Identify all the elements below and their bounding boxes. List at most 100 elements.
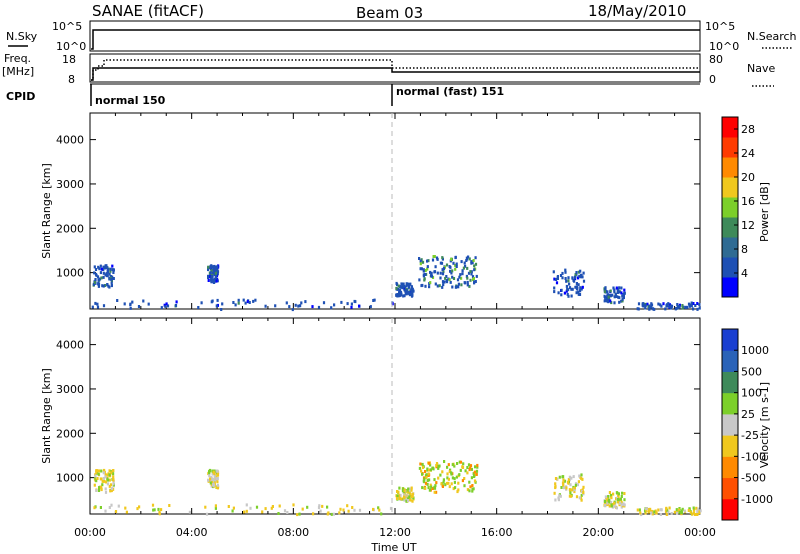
data-cell bbox=[407, 497, 410, 501]
data-cell bbox=[97, 469, 100, 473]
data-cell bbox=[677, 508, 681, 512]
data-cell bbox=[403, 498, 406, 502]
data-cell bbox=[397, 490, 400, 494]
data-cell bbox=[464, 264, 467, 268]
data-cell bbox=[332, 512, 335, 516]
data-cell bbox=[578, 274, 581, 278]
data-cell bbox=[476, 465, 479, 469]
data-cell bbox=[650, 302, 653, 306]
data-cell bbox=[216, 265, 219, 269]
data-cell bbox=[105, 264, 108, 268]
data-cell bbox=[410, 494, 413, 498]
data-cell bbox=[466, 280, 469, 284]
data-cell bbox=[468, 257, 471, 261]
freq-unit-label: [MHz] bbox=[2, 65, 34, 78]
data-cell bbox=[464, 281, 467, 285]
colorbar-tick-label: -25 bbox=[741, 429, 759, 442]
data-cell bbox=[102, 271, 105, 275]
data-cell bbox=[207, 276, 210, 279]
data-cell bbox=[459, 460, 463, 464]
data-cell bbox=[686, 305, 689, 309]
data-cell bbox=[571, 276, 574, 280]
data-cell bbox=[322, 301, 326, 305]
data-cell bbox=[96, 477, 99, 480]
data-cell bbox=[695, 506, 698, 510]
data-cell bbox=[453, 464, 456, 468]
data-cell bbox=[469, 464, 473, 468]
data-cell bbox=[622, 502, 625, 506]
data-cell bbox=[398, 494, 401, 498]
colorbar-tick-label: 1000 bbox=[741, 344, 769, 357]
data-cell bbox=[200, 301, 203, 305]
data-cell bbox=[213, 481, 216, 485]
data-cell bbox=[425, 473, 428, 477]
freq-tick-bottom: 8 bbox=[68, 73, 75, 86]
data-cell bbox=[232, 506, 235, 510]
data-cell bbox=[646, 302, 649, 306]
data-cell bbox=[441, 470, 444, 474]
colorbar-swatch bbox=[722, 435, 738, 457]
data-cell bbox=[678, 305, 681, 309]
data-cell bbox=[210, 483, 213, 487]
data-cell bbox=[422, 269, 425, 273]
data-cell bbox=[210, 275, 214, 279]
data-cell bbox=[456, 462, 459, 465]
data-cell bbox=[553, 286, 556, 290]
data-cell bbox=[215, 268, 219, 272]
data-cell bbox=[237, 301, 240, 305]
data-cell bbox=[438, 464, 441, 468]
data-cell bbox=[458, 275, 461, 279]
data-cell bbox=[681, 507, 684, 511]
data-cell bbox=[559, 494, 562, 498]
nsearch-tick-top: 10^5 bbox=[705, 20, 735, 33]
data-cell bbox=[660, 304, 663, 308]
data-cell bbox=[619, 502, 622, 505]
data-cell bbox=[557, 498, 560, 502]
data-cell bbox=[690, 301, 693, 305]
data-cell bbox=[425, 476, 428, 479]
data-cell bbox=[111, 469, 114, 473]
data-cell bbox=[476, 463, 479, 467]
data-cell bbox=[102, 304, 106, 308]
data-cell bbox=[411, 492, 414, 496]
data-cell bbox=[95, 489, 98, 492]
data-cell bbox=[270, 506, 273, 510]
data-cell bbox=[692, 307, 695, 311]
data-cell bbox=[408, 293, 411, 297]
power-colorbar: 4 8 12 16 20 24 28 bbox=[721, 116, 755, 298]
data-cell bbox=[211, 469, 214, 473]
data-cell bbox=[604, 295, 607, 299]
data-cell bbox=[255, 505, 259, 509]
data-cell bbox=[426, 267, 429, 271]
data-cell bbox=[577, 270, 580, 274]
data-cell bbox=[609, 289, 612, 293]
data-cell bbox=[659, 303, 662, 307]
data-cell bbox=[411, 494, 414, 498]
data-cell bbox=[216, 298, 219, 302]
data-cell bbox=[580, 498, 583, 502]
data-cell bbox=[450, 271, 453, 275]
data-cell bbox=[111, 275, 114, 279]
data-cell bbox=[446, 472, 449, 476]
data-cell bbox=[395, 497, 399, 500]
data-cell bbox=[430, 485, 433, 489]
data-cell bbox=[97, 489, 101, 492]
y-tick-label: 3000 bbox=[56, 178, 84, 191]
data-cell bbox=[396, 494, 399, 498]
data-cell bbox=[559, 274, 563, 277]
data-cell bbox=[110, 503, 113, 507]
data-cell bbox=[623, 498, 626, 502]
data-cell bbox=[563, 479, 567, 483]
data-cell bbox=[404, 289, 407, 293]
data-cell bbox=[312, 512, 315, 516]
data-cell bbox=[607, 300, 610, 304]
y-tick-label: 1000 bbox=[56, 267, 84, 280]
data-cell bbox=[216, 469, 219, 473]
data-cell bbox=[94, 474, 97, 478]
data-cell bbox=[104, 475, 107, 479]
date-label: 18/May/2010 bbox=[588, 2, 686, 20]
data-cell bbox=[662, 302, 665, 306]
data-cell bbox=[554, 477, 558, 480]
data-cell bbox=[427, 472, 430, 476]
data-cell bbox=[108, 506, 111, 509]
